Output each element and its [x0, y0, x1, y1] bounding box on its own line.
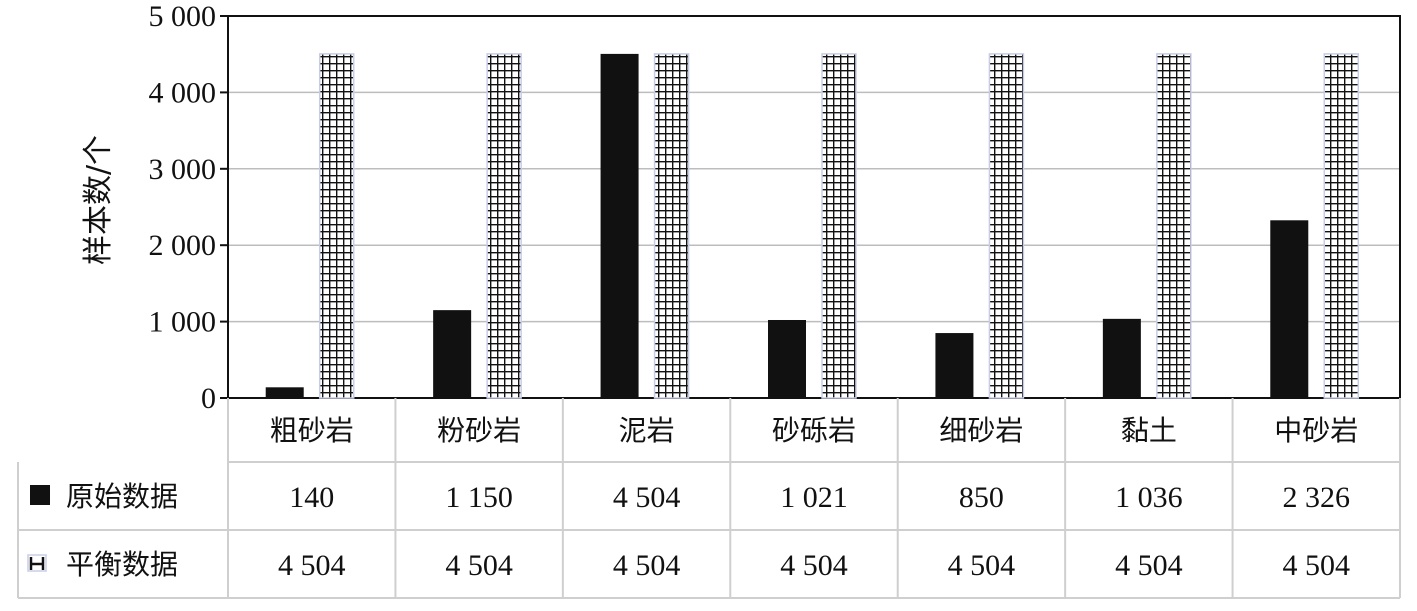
y-axis-ticks: 0 1 000 2 000 3 000 4 000 5 000 [149, 0, 228, 415]
bar-original [433, 310, 472, 398]
category-label: 粗砂岩 [270, 414, 354, 447]
y-tick-label: 3 000 [149, 153, 217, 186]
data-label: 4 504 [613, 549, 681, 582]
y-tick-label: 2 000 [149, 229, 217, 262]
data-label: 1 021 [780, 481, 848, 514]
y-tick-label: 4 000 [149, 76, 217, 109]
bar-balanced [653, 53, 690, 399]
data-label: 1 036 [1115, 481, 1183, 514]
data-label: 4 504 [445, 549, 513, 582]
y-axis-title: 样本数/个 [81, 135, 116, 265]
bar-original [265, 387, 304, 398]
category-label: 中砂岩 [1274, 414, 1358, 447]
bars [265, 53, 1360, 399]
data-label: 4 504 [1115, 549, 1183, 582]
y-tick-label: 0 [201, 382, 216, 415]
category-label: 黏土 [1121, 414, 1177, 447]
category-label: 粉砂岩 [437, 414, 521, 447]
bar-original [600, 53, 639, 398]
legend-label: 平衡数据 [66, 548, 178, 581]
y-tick-label: 5 000 [149, 0, 217, 33]
data-label: 850 [959, 481, 1004, 514]
y-tick-label: 1 000 [149, 306, 217, 339]
bar-original [768, 319, 806, 398]
data-label: 4 504 [948, 549, 1016, 582]
bar-balanced [821, 53, 857, 399]
data-label: 4 504 [613, 481, 681, 514]
bar-balanced [988, 53, 1025, 399]
data-label: 140 [289, 481, 334, 514]
category-label: 砂砾岩 [772, 414, 856, 447]
legend-label: 原始数据 [66, 480, 178, 513]
plot-frame [227, 15, 1401, 399]
category-label: 泥岩 [619, 414, 675, 447]
data-label: 1 150 [445, 481, 513, 514]
bar-original [1102, 318, 1141, 398]
bar-original [1270, 220, 1309, 398]
data-label: 2 326 [1283, 481, 1351, 514]
category-label: 细砂岩 [939, 414, 1023, 447]
legend-swatch-original [30, 485, 50, 505]
bar-balanced [1323, 53, 1360, 399]
data-label: 4 504 [780, 549, 848, 582]
bar-balanced [486, 53, 522, 399]
bar-balanced [1156, 53, 1192, 399]
gridlines [227, 15, 1401, 399]
data-label: 4 504 [1283, 549, 1351, 582]
legend-swatch-balanced [27, 554, 47, 572]
bar-balanced [318, 53, 355, 399]
bar-original [935, 333, 974, 398]
data-label: 4 504 [278, 549, 346, 582]
